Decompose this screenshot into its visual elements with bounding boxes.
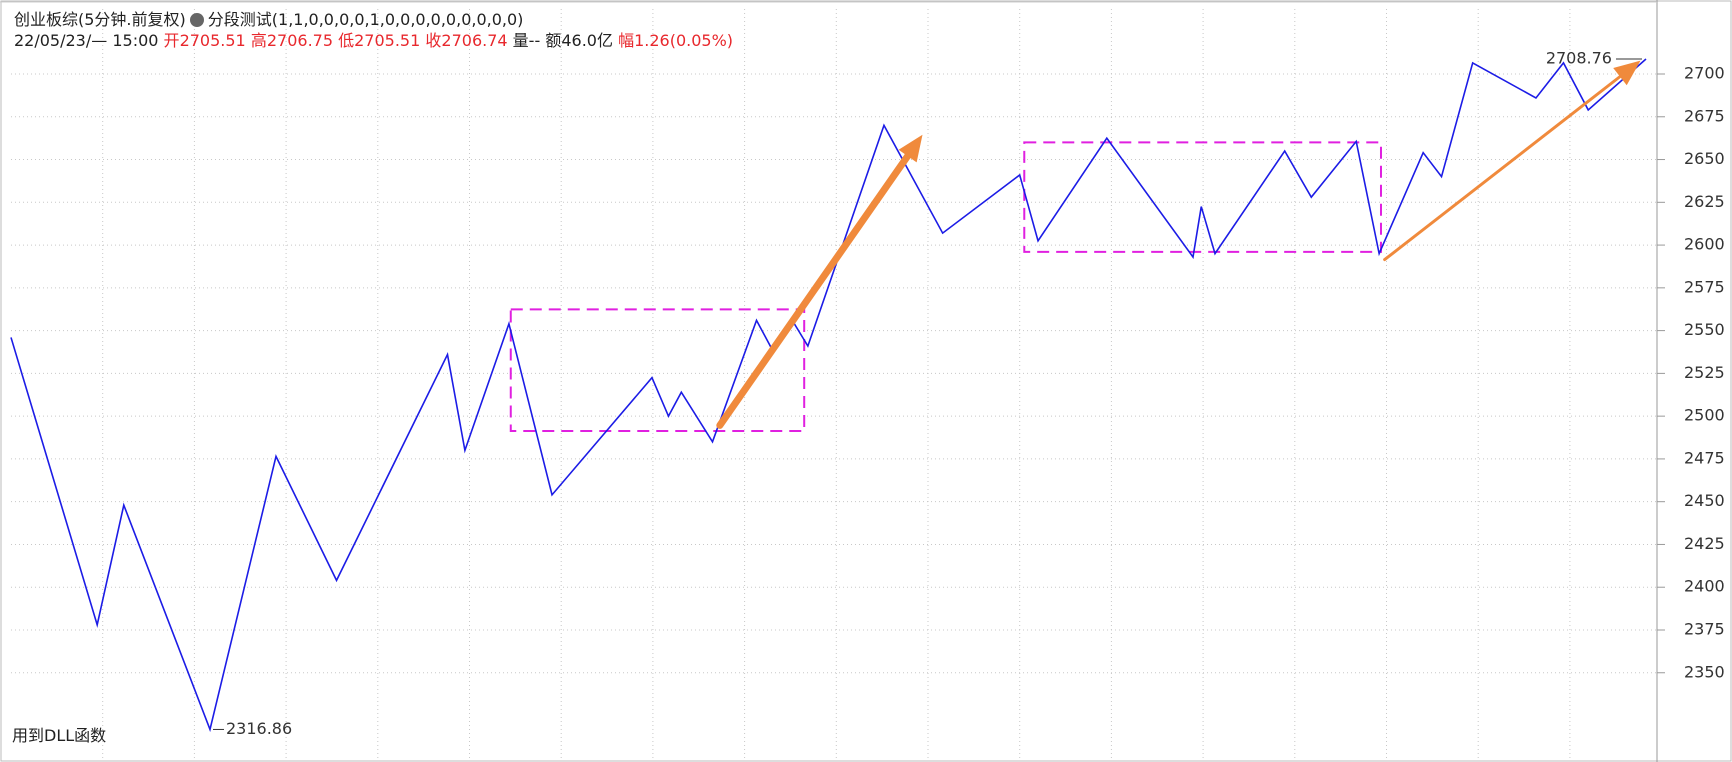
y-tick-label: 2675 [1684, 106, 1725, 125]
close-label: 收 [425, 31, 442, 50]
chart-title: 创业板综(5分钟.前复权) [14, 10, 186, 29]
trend-arrow [716, 152, 912, 429]
datetime: 22/05/23/— 15:00 [14, 31, 159, 50]
y-tick-label: 2625 [1684, 192, 1725, 211]
low-label: 低 [338, 31, 355, 50]
amount: 额46.0亿 [545, 31, 613, 50]
y-tick-label: 2450 [1684, 491, 1725, 510]
y-tick-label: 2525 [1684, 363, 1725, 382]
y-tick-label: 2500 [1684, 406, 1725, 425]
y-tick-label: 2700 [1684, 64, 1725, 83]
open: 2705.51 [179, 31, 246, 50]
indicator-name[interactable]: 分段测试(1,1,0,0,0,0,1,0,0,0,0,0,0,0,0,0) [207, 10, 524, 29]
y-tick-label: 2425 [1684, 534, 1725, 553]
y-tick-label: 2600 [1684, 235, 1725, 254]
high: 2706.75 [266, 31, 334, 50]
trend-arrow-head [898, 134, 923, 163]
high-label: 高 [250, 31, 267, 50]
annotation-label: 2316.86 [226, 719, 292, 738]
change: 1.26(0.05%) [634, 31, 734, 50]
icon [189, 13, 204, 27]
footer-note: 用到DLL函数 [12, 726, 107, 745]
header-line-2: 22/05/23/— 15:00 开2705.51 高2706.75 低2705… [14, 27, 733, 51]
vertical-grid [102, 9, 1571, 760]
y-tick-label: 2400 [1684, 577, 1725, 596]
close: 2706.74 [441, 31, 508, 50]
y-tick-label: 2375 [1684, 619, 1725, 638]
annotation-label: 2708.76 [1546, 49, 1612, 68]
y-tick-label: 2350 [1684, 662, 1725, 681]
y-tick-label: 2550 [1684, 320, 1725, 339]
trend-arrow [1383, 75, 1622, 262]
range-box [509, 308, 806, 433]
y-tick-label: 2575 [1684, 277, 1725, 296]
y-tick-label: 2650 [1684, 149, 1725, 168]
trend-arrow-head [1613, 60, 1641, 86]
volume: 量-- [512, 31, 541, 50]
open-label: 开 [163, 31, 180, 50]
range-box [1023, 141, 1382, 253]
low: 2705.51 [354, 31, 421, 50]
zigzag-line [10, 58, 1647, 733]
change-label: 幅 [618, 31, 635, 50]
header-line-1: 创业板综(5分钟.前复权) 分段测试(1,1,0,0,0,0,1,0,0,0,0,… [14, 6, 523, 30]
y-tick-label: 2475 [1684, 448, 1725, 467]
